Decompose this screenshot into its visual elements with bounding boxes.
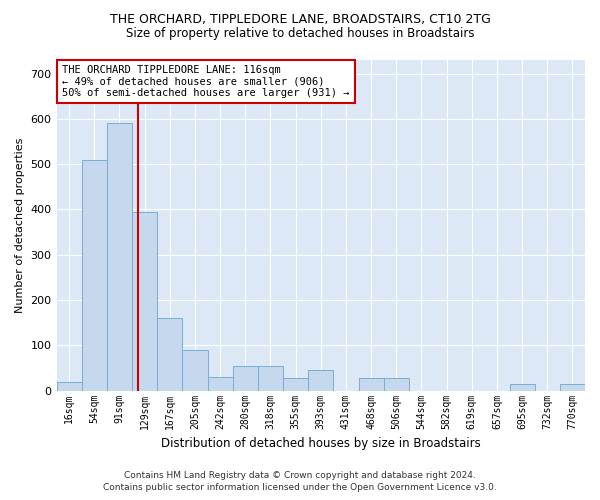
Text: Size of property relative to detached houses in Broadstairs: Size of property relative to detached ho… — [126, 28, 474, 40]
Bar — [182, 350, 208, 391]
Bar — [56, 382, 82, 390]
Bar — [509, 384, 535, 390]
Text: Contains HM Land Registry data © Crown copyright and database right 2024.
Contai: Contains HM Land Registry data © Crown c… — [103, 471, 497, 492]
Bar — [308, 370, 334, 390]
X-axis label: Distribution of detached houses by size in Broadstairs: Distribution of detached houses by size … — [161, 437, 481, 450]
Bar — [157, 318, 182, 390]
Bar — [132, 212, 157, 390]
Y-axis label: Number of detached properties: Number of detached properties — [15, 138, 25, 313]
Bar — [283, 378, 308, 390]
Bar — [560, 384, 585, 390]
Text: THE ORCHARD TIPPLEDORE LANE: 116sqm
← 49% of detached houses are smaller (906)
5: THE ORCHARD TIPPLEDORE LANE: 116sqm ← 49… — [62, 65, 349, 98]
Bar — [383, 378, 409, 390]
Bar — [359, 378, 383, 390]
Text: THE ORCHARD, TIPPLEDORE LANE, BROADSTAIRS, CT10 2TG: THE ORCHARD, TIPPLEDORE LANE, BROADSTAIR… — [110, 12, 490, 26]
Bar — [208, 377, 233, 390]
Bar — [107, 124, 132, 390]
Bar — [258, 366, 283, 390]
Bar — [82, 160, 107, 390]
Bar — [233, 366, 258, 390]
